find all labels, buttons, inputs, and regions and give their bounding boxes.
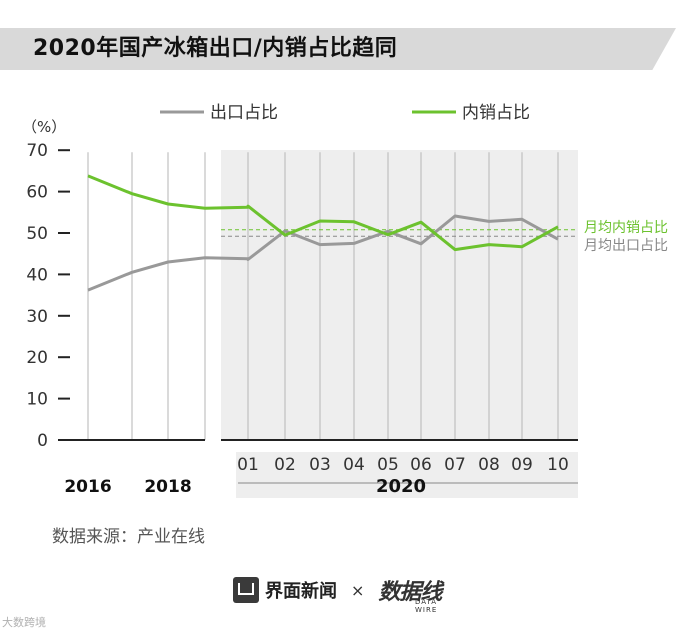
x-tick-label-month: 03 <box>309 455 331 475</box>
series-line <box>87 174 559 252</box>
y-tick-label: 40 <box>26 265 48 285</box>
x-tick-label-month: 09 <box>511 455 533 475</box>
legend-label: 内销占比 <box>462 103 530 123</box>
y-tick-label: 60 <box>26 183 48 203</box>
x-tick-label-month: 10 <box>547 455 569 475</box>
corner-watermark: 大数跨境 <box>2 616 46 629</box>
legend-label: 出口占比 <box>210 103 278 123</box>
x-tick-label-month: 08 <box>478 455 500 475</box>
jiemian-logo-icon <box>233 577 259 603</box>
region-2020-label-band <box>236 452 578 498</box>
times-symbol: × <box>351 580 365 600</box>
y-axis-unit: （%） <box>22 118 66 136</box>
reference-line-label: 月均内销占比 <box>584 220 668 236</box>
x-tick-label-month: 07 <box>444 455 466 475</box>
data-source: 数据来源：产业在线 <box>52 527 205 547</box>
title-bar <box>0 28 676 70</box>
x-tick-label-month: 02 <box>274 455 296 475</box>
y-tick-label: 0 <box>37 431 48 451</box>
reference-line-label: 月均出口占比 <box>584 238 668 254</box>
region-2020-shade <box>221 150 578 440</box>
x-tick-label-month: 05 <box>377 455 399 475</box>
x-tick-label-month: 06 <box>410 455 432 475</box>
x-tick-label-month: 01 <box>237 455 259 475</box>
y-tick-label: 30 <box>26 307 48 327</box>
chart-title: 2020年国产冰箱出口/内销占比趋同 <box>33 36 398 61</box>
partner-subtitle: DATA WIRE <box>415 598 438 614</box>
chart: （%） 0 10 20 30 40 50 60 70 2016 2018 01 02 03 04 05 06 07… <box>22 103 668 498</box>
x-tick-label-month: 04 <box>343 455 365 475</box>
footer-logo: 界面新闻 × 数据线 DATA WIRE <box>233 574 442 614</box>
x-tick-label-year: 2016 <box>64 477 111 497</box>
x-tick-label-year: 2018 <box>144 477 191 497</box>
x-group-label-2020: 2020 <box>376 476 426 497</box>
series-line <box>87 214 559 292</box>
brand-name: 界面新闻 <box>265 581 337 602</box>
y-tick-label: 50 <box>26 224 48 244</box>
partner-logo: 数据线 <box>378 580 442 605</box>
y-tick-label: 20 <box>26 348 48 368</box>
y-tick-label: 70 <box>26 141 48 161</box>
y-tick-label: 10 <box>26 390 48 410</box>
